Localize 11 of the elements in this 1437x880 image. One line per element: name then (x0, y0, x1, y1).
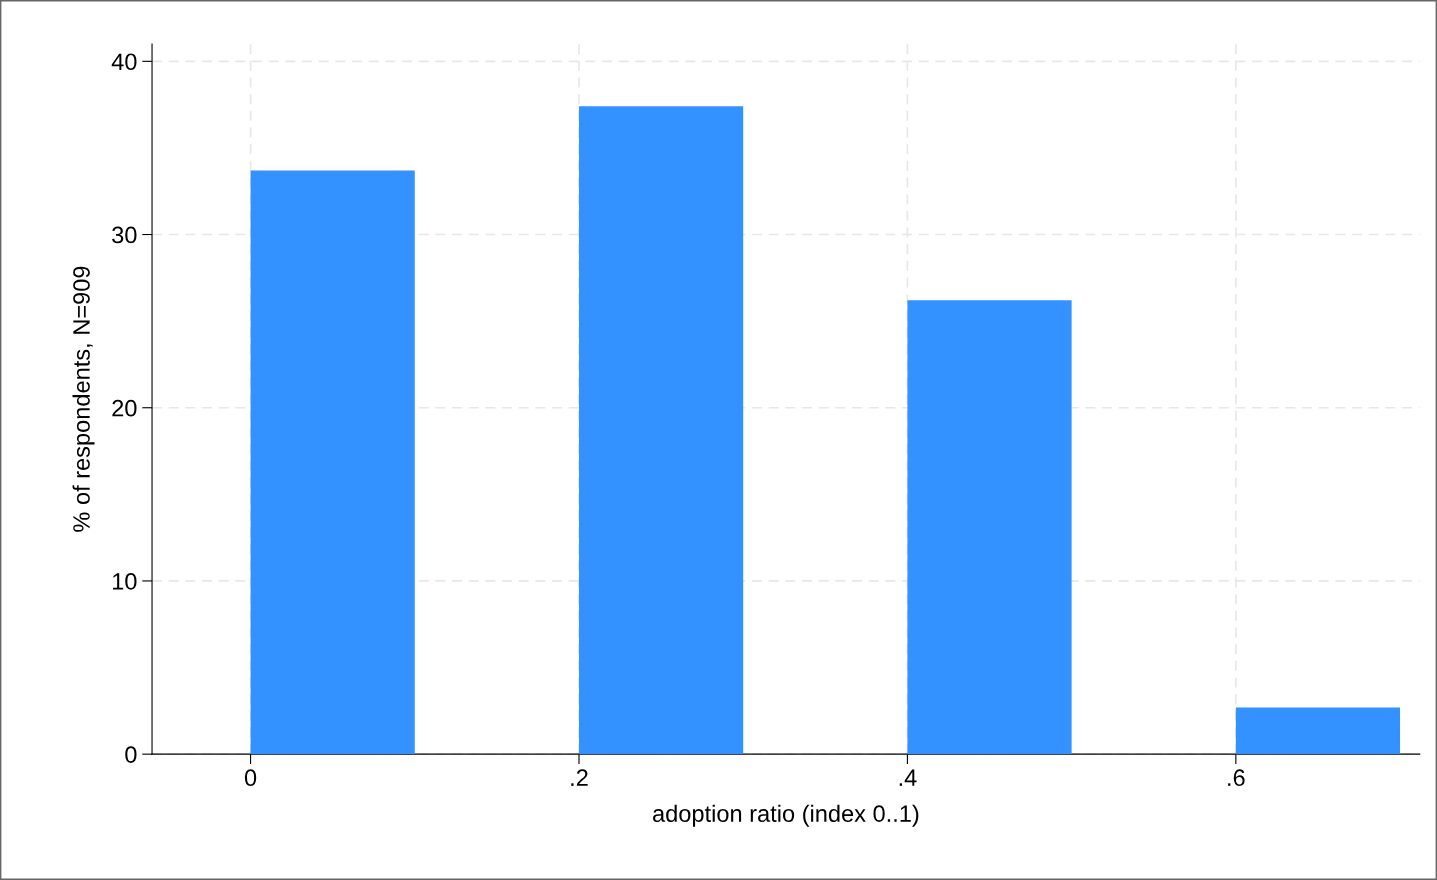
y-tick-label: 0 (125, 746, 137, 763)
x-tick-label: 0 (244, 769, 257, 787)
y-tick-label: 20 (112, 399, 137, 417)
x-axis-title: adoption ratio (index 0..1) (653, 804, 919, 827)
y-tick-label: 40 (111, 53, 137, 71)
y-axis-title: % of respondents, N=909 (72, 266, 95, 532)
x-tick-label: .4 (899, 769, 917, 786)
y-tick-label: 30 (112, 226, 137, 244)
y-tick-label: 10 (112, 573, 137, 590)
x-tick-label: .6 (1228, 769, 1245, 787)
x-tick-label: .2 (571, 769, 588, 786)
